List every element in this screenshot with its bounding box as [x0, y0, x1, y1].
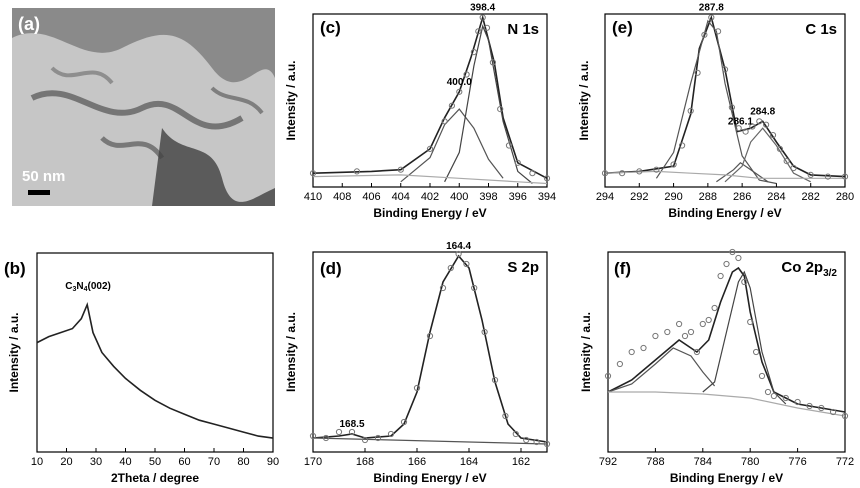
x-tick-label: 280	[836, 191, 854, 203]
x-tick-label: 282	[802, 191, 820, 203]
x-tick-label: 792	[599, 456, 617, 468]
x-tick-label: 30	[90, 456, 102, 468]
y-axis-label: Intensity / a.u.	[577, 60, 591, 140]
data-point	[641, 345, 646, 350]
x-tick-label: 292	[630, 191, 648, 203]
x-axis-label: Binding Energy / eV	[670, 471, 783, 485]
data-point	[629, 349, 634, 354]
x-tick-label: 284	[767, 191, 785, 203]
peak-label: 284.8	[750, 106, 775, 117]
plot-frame	[605, 14, 845, 187]
x-tick-label: 10	[31, 456, 43, 468]
x-tick-label: 90	[267, 456, 279, 468]
data-point	[712, 305, 717, 310]
x-tick-label: 288	[699, 191, 717, 203]
series-line	[37, 305, 273, 438]
plot-frame	[608, 252, 845, 452]
peak-label: 400.0	[447, 77, 472, 88]
x-axis-label: Binding Energy / eV	[373, 206, 486, 220]
x-tick-label: 772	[836, 456, 854, 468]
data-point	[682, 333, 687, 338]
x-tick-label: 410	[304, 191, 322, 203]
x-tick-label: 784	[694, 456, 712, 468]
series-line	[703, 272, 786, 404]
x-axis-label: 2Theta / degree	[111, 471, 199, 485]
x-tick-label: 394	[538, 191, 556, 203]
data-point	[677, 321, 682, 326]
chart-title: N 1s	[507, 21, 539, 38]
series-line	[608, 392, 845, 416]
series-line	[313, 256, 547, 442]
panel-label: (f)	[614, 259, 631, 278]
x-tick-label: 396	[509, 191, 527, 203]
data-point	[736, 255, 741, 260]
series-line	[401, 109, 503, 182]
data-point	[336, 429, 341, 434]
chart-title: S 2p	[507, 259, 539, 276]
peak-label: 287.8	[699, 2, 724, 13]
x-tick-label: 294	[596, 191, 614, 203]
plot-frame	[313, 14, 547, 187]
peak-label: 164.4	[446, 241, 471, 252]
data-point	[771, 393, 776, 398]
x-tick-label: 406	[362, 191, 380, 203]
data-point	[700, 321, 705, 326]
x-tick-label: 408	[333, 191, 351, 203]
y-axis-label: Intensity / a.u.	[579, 312, 593, 392]
y-axis-label: Intensity / a.u.	[7, 312, 21, 392]
series-line	[605, 18, 845, 177]
x-tick-label: 40	[119, 456, 131, 468]
data-point	[718, 273, 723, 278]
x-tick-label: 286	[733, 191, 751, 203]
peak-label: 168.5	[339, 419, 364, 430]
x-tick-label: 70	[208, 456, 220, 468]
chart-title: C 1s	[805, 21, 837, 38]
data-point	[653, 333, 658, 338]
series-line	[313, 18, 547, 179]
x-tick-label: 162	[512, 456, 530, 468]
chart-title: Co 2p3/2	[781, 259, 837, 279]
xps-xrd-figure: 10 20 30 40 50 60 70 80 90 2Theta / degree Intensi…	[0, 0, 860, 488]
x-tick-label: 168	[356, 456, 374, 468]
x-axis-label: Binding Energy / eV	[373, 471, 486, 485]
x-tick-label: 166	[408, 456, 426, 468]
x-tick-label: 50	[149, 456, 161, 468]
y-axis-label: Intensity / a.u.	[284, 312, 298, 392]
data-point	[765, 389, 770, 394]
x-tick-label: 776	[788, 456, 806, 468]
x-tick-label: 164	[460, 456, 478, 468]
x-tick-label: 80	[237, 456, 249, 468]
y-axis-label: Intensity / a.u.	[284, 60, 298, 140]
peak-label: 398.4	[470, 2, 495, 13]
panel-label: (e)	[612, 18, 633, 37]
data-point	[706, 317, 711, 322]
data-point	[617, 361, 622, 366]
x-tick-label: 400	[450, 191, 468, 203]
panel-label: (b)	[4, 259, 26, 278]
data-point	[724, 261, 729, 266]
data-point	[754, 349, 759, 354]
series-line	[313, 175, 547, 184]
data-point	[759, 373, 764, 378]
series-line	[608, 268, 845, 412]
peak-label: 286.1	[728, 117, 753, 128]
data-point	[665, 329, 670, 334]
series-line	[313, 438, 547, 444]
panel-label: (d)	[320, 259, 342, 278]
panel-label: (c)	[320, 18, 341, 37]
x-tick-label: 398	[479, 191, 497, 203]
data-point	[688, 329, 693, 334]
x-tick-label: 60	[178, 456, 190, 468]
x-tick-label: 404	[392, 191, 410, 203]
x-tick-label: 170	[304, 456, 322, 468]
x-tick-label: 402	[421, 191, 439, 203]
x-axis-label: Binding Energy / eV	[668, 206, 781, 220]
x-tick-label: 780	[741, 456, 759, 468]
x-tick-label: 20	[60, 456, 72, 468]
x-tick-label: 788	[646, 456, 664, 468]
x-tick-label: 290	[664, 191, 682, 203]
peak-annotation: C3N4(002)	[65, 281, 111, 293]
series-line	[656, 21, 776, 184]
